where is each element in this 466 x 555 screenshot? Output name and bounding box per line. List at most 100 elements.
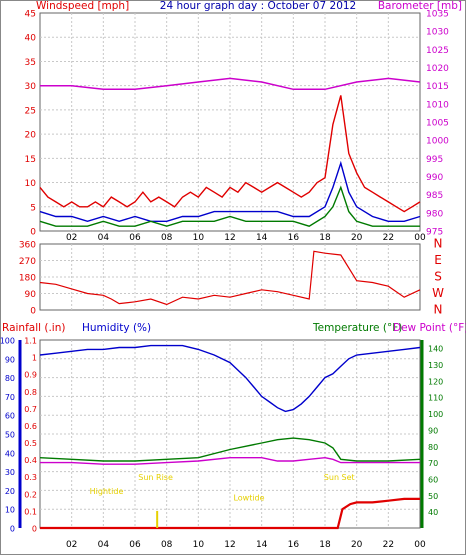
y-tick-label: N — [434, 237, 443, 251]
x-tick-label: 10 — [193, 233, 205, 243]
y-tick-label: 1025 — [426, 46, 449, 56]
x-tick-label: 22 — [383, 233, 394, 243]
rain-tick-label: 0.9 — [24, 371, 37, 380]
humidity-label: Humidity (%) — [82, 322, 151, 334]
series-average — [39, 160, 421, 223]
y-tick-label: 990 — [426, 173, 443, 183]
x-tick-label: 12 — [224, 540, 235, 550]
rain-tick-label: 0.3 — [24, 473, 37, 482]
y-tick-label: 180 — [19, 274, 36, 284]
y-tick-label: 975 — [426, 228, 443, 238]
y-tick-label: 0 — [30, 307, 36, 317]
annotation-label: Lowtide — [233, 494, 264, 503]
rain-tick-labels: 010203040506070809010000.10.20.30.40.50.… — [0, 337, 443, 551]
annotation-label: Sun Rise — [138, 473, 173, 482]
x-tick-label: 20 — [351, 540, 363, 550]
direction-series — [39, 250, 421, 306]
y-tick-label: 1010 — [426, 100, 449, 110]
temperature-tick-label: 140 — [428, 345, 443, 354]
x-tick-label: 04 — [98, 540, 110, 550]
temperature-tick-label: 130 — [428, 361, 443, 370]
series-dew-point — [40, 456, 420, 465]
temperature-tick-label: 120 — [428, 377, 443, 386]
dewpoint-label: Dew Point (°F) — [393, 322, 466, 334]
x-tick-label: 20 — [351, 233, 363, 243]
rain-grid — [40, 340, 420, 528]
series-gust — [39, 95, 421, 213]
humidity-tick-label: 90 — [5, 355, 15, 364]
y-tick-label: 1030 — [426, 28, 449, 38]
x-tick-label: 08 — [161, 540, 173, 550]
humidity-tick-label: 70 — [5, 393, 15, 402]
x-tick-label: 16 — [288, 233, 300, 243]
rainfall-label: Rainfall (.in) — [2, 322, 65, 334]
wind-grid — [40, 13, 420, 231]
humidity-tick-label: 60 — [5, 412, 15, 421]
temperature-tick-label: 50 — [428, 492, 438, 501]
y-tick-label: 20 — [25, 131, 37, 141]
x-tick-label: 16 — [288, 540, 300, 550]
y-tick-label: 1015 — [426, 82, 449, 92]
wind-tick-labels: 0510152025303540459759809859909951000100… — [25, 10, 450, 244]
rain-tick-label: 0.1 — [24, 507, 37, 516]
humidity-tick-label: 20 — [5, 487, 15, 496]
rain-tick-label: 0.7 — [24, 405, 37, 414]
series-humidity — [39, 344, 421, 413]
temperature-tick-label: 40 — [428, 508, 438, 517]
humidity-tick-label: 30 — [5, 468, 15, 477]
rain-tick-label: 0.5 — [24, 439, 37, 448]
x-tick-label: 02 — [66, 233, 77, 243]
direction-grid — [40, 244, 420, 310]
x-tick-label: 10 — [193, 540, 205, 550]
x-tick-label: 02 — [66, 540, 77, 550]
y-tick-label: 1035 — [426, 10, 449, 20]
series-temperature — [39, 437, 421, 462]
annotation-label: Hightide — [90, 487, 124, 496]
y-tick-label: 360 — [19, 241, 36, 251]
temperature-tick-label: 80 — [428, 443, 438, 452]
x-tick-label: 22 — [383, 540, 394, 550]
y-tick-label: 1000 — [426, 137, 449, 147]
x-tick-label: 00 — [414, 540, 426, 550]
y-tick-label: 35 — [25, 58, 36, 68]
x-tick-label: 04 — [98, 233, 110, 243]
y-tick-label: W — [432, 286, 444, 300]
x-tick-label: 00 — [414, 233, 426, 243]
temperature-tick-label: 110 — [428, 394, 443, 403]
y-tick-label: 995 — [426, 155, 443, 165]
y-tick-label: N — [434, 303, 443, 317]
x-tick-label: 14 — [256, 233, 268, 243]
y-tick-label: 40 — [25, 34, 37, 44]
rain-tick-label: 0.6 — [24, 422, 37, 431]
series-barometer — [40, 77, 421, 91]
x-tick-label: 12 — [224, 233, 235, 243]
x-tick-label: 06 — [129, 233, 141, 243]
y-tick-label: 15 — [25, 155, 36, 165]
temperature-tick-label: 60 — [428, 475, 438, 484]
x-tick-label: 06 — [129, 540, 141, 550]
series-wind-direction — [39, 250, 421, 306]
rain-tick-label: 1 — [32, 354, 37, 363]
series-wind — [39, 185, 420, 227]
rain-series — [39, 344, 421, 530]
barometer-label: Barometer [mb] — [378, 0, 462, 12]
rain-tick-label: 0 — [32, 525, 37, 534]
y-tick-label: 90 — [25, 290, 37, 300]
humidity-tick-label: 40 — [5, 449, 15, 458]
y-tick-label: S — [434, 270, 442, 284]
temperature-tick-label: 100 — [428, 410, 443, 419]
y-tick-label: 270 — [19, 257, 36, 267]
y-tick-label: E — [434, 253, 442, 267]
y-tick-label: 1005 — [426, 119, 449, 129]
x-tick-label: 08 — [161, 233, 173, 243]
rain-tick-label: 0.4 — [24, 456, 37, 465]
series-rainfall — [40, 497, 420, 530]
temperature-tick-label: 70 — [428, 459, 438, 468]
wind-series — [39, 77, 421, 227]
humidity-tick-label: 0 — [10, 525, 15, 534]
annotation-label: Sun Set — [324, 473, 355, 482]
y-tick-label: 0 — [30, 228, 36, 238]
humidity-tick-label: 100 — [0, 337, 15, 346]
y-tick-label: 30 — [25, 82, 37, 92]
